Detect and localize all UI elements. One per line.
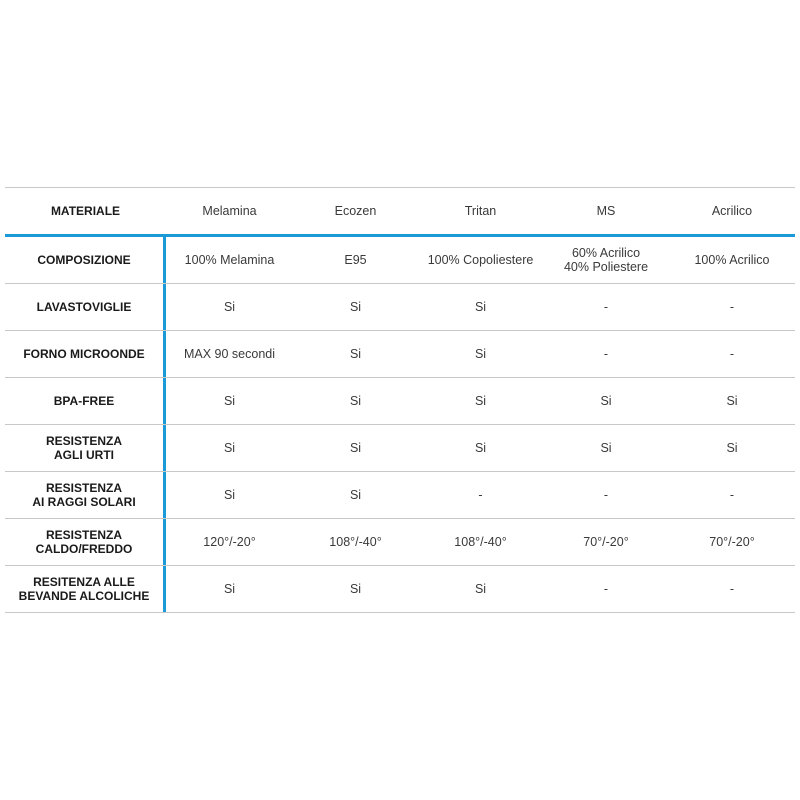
table-row: LAVASTOVIGLIE Si Si Si - - (5, 284, 795, 331)
table-cell: Si (223, 582, 236, 596)
row-label: RESISTENZA AI RAGGI SOLARI (5, 472, 166, 518)
table-cell: 70°/-20° (709, 535, 755, 549)
column-header: Acrilico (711, 204, 753, 218)
table-cell: Si (223, 441, 236, 455)
table-row: RESISTENZA AGLI URTI Si Si Si Si Si (5, 425, 795, 472)
table-cell: - (603, 582, 609, 596)
table-cell: MAX 90 secondi (183, 347, 276, 361)
table-cell: Si (474, 347, 487, 361)
table-cell: Si (474, 394, 487, 408)
table-cell: Si (600, 441, 612, 455)
header-label: MATERIALE (50, 204, 121, 218)
column-header: Melamina (202, 204, 257, 218)
table-cell: - (603, 488, 609, 502)
table-cell: - (603, 300, 609, 314)
table-cell: Si (474, 441, 487, 455)
table-cell: Si (349, 488, 362, 502)
table-cell: Si (223, 300, 236, 314)
table-row: COMPOSIZIONE 100% Melamina E95 100% Copolie… (5, 237, 795, 284)
column-header: Ecozen (334, 204, 377, 218)
row-label: RESISTENZA AGLI URTI (5, 425, 166, 471)
table-cell: 100% Melamina (184, 253, 275, 267)
table-cell: - (729, 347, 735, 361)
table-cell: Si (474, 582, 487, 596)
row-label: FORNO MICROONDE (5, 331, 166, 377)
table-cell: - (729, 582, 735, 596)
row-label: RESITENZA ALLE BEVANDE ALCOLICHE (5, 566, 166, 612)
table-row: FORNO MICROONDE MAX 90 secondi Si Si - - (5, 331, 795, 378)
materials-comparison-table: MATERIALE Melamina Ecozen Tritan MS Acri… (5, 187, 795, 613)
column-header: Tritan (464, 204, 497, 218)
table-cell: 100% Acrilico (694, 253, 770, 267)
table-cell: Si (349, 300, 362, 314)
table-cell: Si (349, 394, 362, 408)
table-cell: Si (600, 394, 612, 408)
table-row: RESISTENZA CALDO/FREDDO 120°/-20° 108°/-40… (5, 519, 795, 566)
row-label: LAVASTOVIGLIE (5, 284, 166, 330)
table-cell: 70°/-20° (583, 535, 629, 549)
table-cell: Si (349, 347, 362, 361)
table-cell: - (729, 488, 735, 502)
table-cell: Si (474, 300, 487, 314)
table-cell: E95 (344, 253, 367, 267)
table-row: RESITENZA ALLE BEVANDE ALCOLICHE Si Si Si - - (5, 566, 795, 613)
table-cell: - (478, 488, 483, 502)
table-cell: 108°/-40° (329, 535, 382, 549)
table-cell: Si (223, 394, 236, 408)
table-cell: 60% Acrilico 40% Poliestere (563, 246, 649, 274)
column-header: MS (596, 204, 616, 218)
table-cell: - (603, 347, 609, 361)
table-header-row: MATERIALE Melamina Ecozen Tritan MS Acri… (5, 188, 795, 237)
table-cell: Si (223, 488, 236, 502)
table-cell: 120°/-20° (203, 535, 256, 549)
row-label: BPA-FREE (5, 378, 166, 424)
table-cell: - (729, 300, 735, 314)
table-cell: 100% Copoliestere (427, 253, 534, 267)
row-label: COMPOSIZIONE (5, 237, 166, 283)
table-cell: Si (349, 582, 362, 596)
table-cell: 108°/-40° (454, 535, 507, 549)
table-cell: Si (349, 441, 362, 455)
table-cell: Si (726, 394, 738, 408)
row-label: RESISTENZA CALDO/FREDDO (5, 519, 166, 565)
table-cell: Si (726, 441, 738, 455)
table-row: RESISTENZA AI RAGGI SOLARI Si Si - - - (5, 472, 795, 519)
table-row: BPA-FREE Si Si Si Si Si (5, 378, 795, 425)
